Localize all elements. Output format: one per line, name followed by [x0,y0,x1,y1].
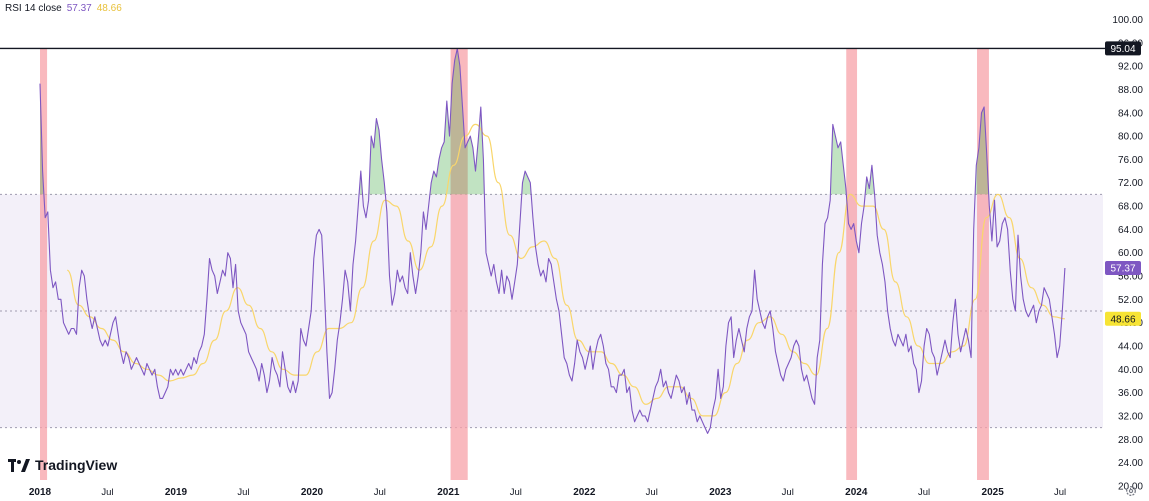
y-tick-label: 60.00 [1118,248,1143,259]
highlight-period-4 [977,48,989,480]
y-tick-label: 40.00 [1118,365,1143,376]
y-tick-label: 80.00 [1118,132,1143,143]
indicator-legend[interactable]: RSI 14 close 57.37 48.66 [5,3,127,14]
x-tick-label: Jul [918,487,930,498]
x-tick-label: 2025 [982,487,1005,498]
ma-value-label-bg [1105,311,1141,326]
tradingview-logo-icon [8,458,30,472]
y-tick-label: 88.00 [1118,85,1143,96]
rsi-value-label: 57.37 [1110,264,1135,275]
brand-name: TradingView [35,457,118,473]
ma-value-label: 48.66 [1110,314,1135,325]
y-tick-label: 56.00 [1118,272,1143,283]
highlight-period-1 [40,48,48,480]
rsi-line [39,48,1066,434]
y-tick-label: 32.00 [1118,411,1143,422]
hline-value-label-bg [1105,41,1141,56]
ma-line [66,123,1065,417]
y-tick-label: 36.00 [1118,388,1143,399]
x-tick-label: 2018 [29,487,52,498]
y-tick-label: 72.00 [1118,178,1143,189]
x-tick-label: Jul [101,487,113,498]
x-tick-label: Jul [510,487,522,498]
legend-ma-value: 48.66 [96,3,122,14]
x-tick-label: 2021 [437,487,460,498]
x-tick-label: Jul [1054,487,1066,498]
legend-title: RSI 14 close [5,3,62,14]
y-tick-label: 44.00 [1118,341,1143,352]
gear-icon[interactable] [1125,485,1137,497]
x-tick-label: 2019 [165,487,188,498]
y-tick-label: 100.00 [1112,15,1143,26]
y-tick-label: 84.00 [1118,108,1143,119]
y-tick-label: 92.00 [1118,62,1143,73]
rsi-value-label-bg [1105,261,1141,276]
y-tick-label: 68.00 [1118,202,1143,213]
hline-value-label: 95.04 [1110,44,1135,55]
x-tick-label: 2024 [845,487,868,498]
y-tick-label: 64.00 [1118,225,1143,236]
x-tick-label: 2020 [301,487,324,498]
x-tick-label: Jul [782,487,794,498]
highlight-period-2 [450,48,468,480]
highlight-period-3 [846,48,858,480]
x-tick-label: 2023 [709,487,732,498]
x-tick-label: Jul [374,487,386,498]
y-tick-label: 28.00 [1118,435,1143,446]
x-tick-label: Jul [237,487,249,498]
x-tick-label: Jul [646,487,658,498]
y-tick-label: 76.00 [1118,155,1143,166]
legend-rsi-value: 57.37 [66,3,92,14]
x-tick-label: 2022 [573,487,596,498]
y-tick-label: 52.00 [1118,295,1143,306]
y-tick-label: 24.00 [1118,458,1143,469]
tradingview-logo[interactable]: TradingView [8,457,117,473]
